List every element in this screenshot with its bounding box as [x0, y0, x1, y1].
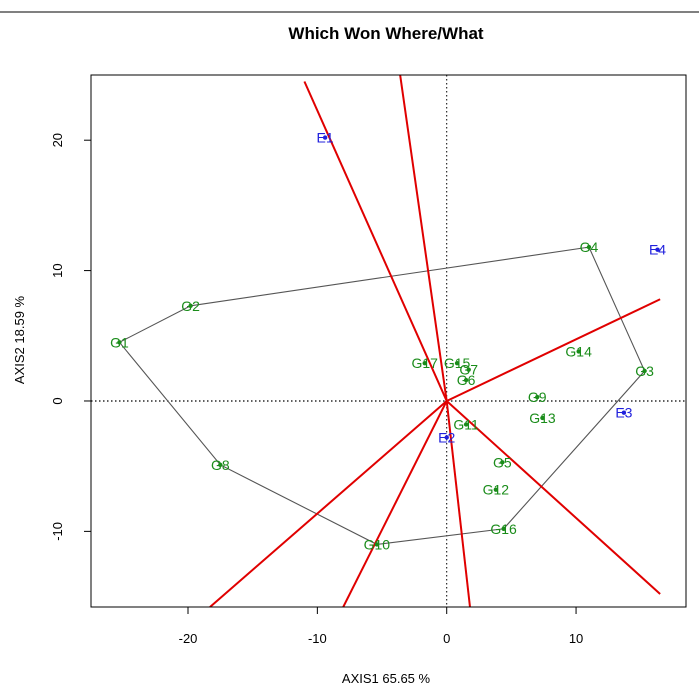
genotype-point-g16 [501, 526, 506, 531]
environment-label-e2: E2 [438, 429, 455, 445]
y-tick-label: -10 [50, 522, 65, 541]
x-tick-label: -10 [308, 631, 327, 646]
genotype-label-g11: G11 [453, 416, 479, 432]
convex-hull-polygon [118, 246, 646, 545]
genotype-label-g3: G3 [635, 363, 654, 379]
x-tick-label: 0 [443, 631, 450, 646]
x-axis-label: AXIS1 65.65 % [342, 671, 431, 686]
genotype-point-g15 [454, 360, 460, 366]
sector-ray-6 [342, 400, 448, 607]
genotype-label-g10: G10 [364, 536, 391, 552]
genotype-label-g6: G6 [457, 372, 476, 388]
y-axis-label: AXIS2 18.59 % [12, 295, 27, 384]
genotype-label-g14: G14 [565, 343, 592, 359]
genotype-point-g9 [535, 394, 540, 400]
sector-ray-7 [209, 400, 448, 607]
genotype-label-g12: G12 [483, 482, 510, 498]
environment-point-e1 [322, 135, 328, 140]
environment-label-e3: E3 [615, 405, 632, 421]
genotype-label-g16: G16 [490, 521, 517, 537]
x-tick-label: -20 [179, 631, 198, 646]
genotype-point-g14 [576, 349, 581, 354]
genotype-label-g17: G17 [411, 355, 438, 371]
x-tick-label: 10 [569, 631, 583, 646]
sector-ray-2 [399, 75, 448, 402]
environment-point-e2 [444, 435, 449, 440]
sector-ray-1 [303, 81, 448, 402]
genotype-point-g2 [188, 303, 193, 308]
genotype-label-g8: G8 [211, 457, 230, 473]
genotype-label-g2: G2 [181, 298, 200, 314]
environment-label-e4: E4 [649, 242, 666, 258]
chart-title: Which Won Where/What [288, 24, 484, 43]
sector-rays [209, 75, 661, 607]
genotype-point-g13 [540, 415, 545, 421]
genotype-label-g13: G13 [529, 410, 556, 426]
sector-ray-5 [445, 400, 471, 607]
environment-point-e3 [621, 410, 627, 415]
genotype-label-g1: G1 [110, 334, 129, 350]
genotype-label-g9: G9 [528, 389, 547, 405]
y-tick-label: 0 [50, 397, 65, 404]
environment-label-e1: E1 [317, 130, 334, 146]
y-tick-label: 10 [50, 263, 65, 277]
genotype-point-g3 [642, 368, 647, 374]
genotype-point-g17 [422, 360, 427, 366]
sector-ray-3 [446, 298, 661, 402]
genotype-point-g10 [374, 542, 380, 547]
genotype-point-g11 [463, 422, 469, 427]
genotype-point-g4 [586, 244, 592, 250]
genotype-point-g12 [493, 487, 499, 492]
y-tick-label: 20 [50, 133, 65, 147]
genotype-label-g4: G4 [580, 239, 599, 255]
genotype-point-g6 [463, 377, 469, 383]
genotype-label-g5: G5 [493, 454, 512, 470]
genotype-point-g8 [218, 462, 223, 468]
genotype-label-g15: G15 [444, 355, 471, 371]
environment-point-e4 [655, 247, 660, 252]
genotype-point-g5 [500, 460, 505, 465]
genotype-label-g7: G7 [459, 362, 478, 378]
genotype-point-g1 [117, 340, 122, 345]
genotype-point-g7 [466, 367, 471, 372]
plot-frame [90, 74, 687, 608]
sector-ray-4 [446, 400, 661, 595]
